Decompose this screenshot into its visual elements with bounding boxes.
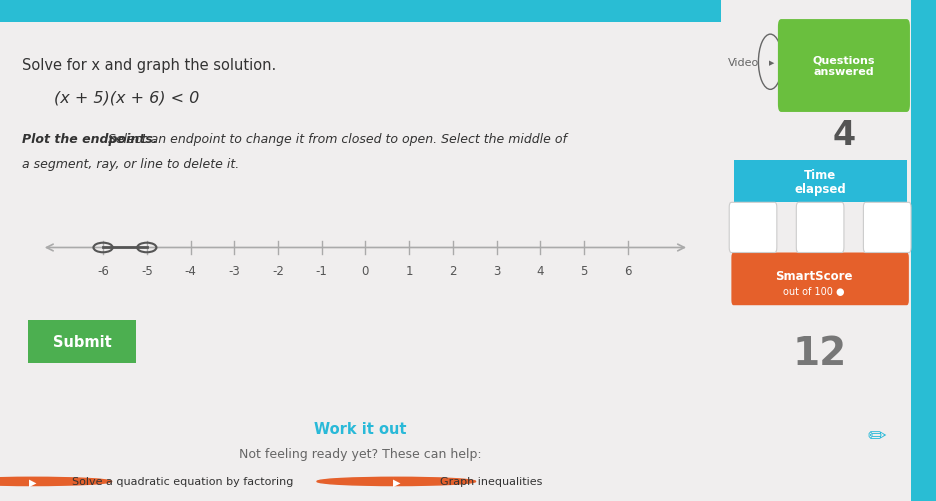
FancyBboxPatch shape bbox=[796, 203, 843, 253]
Text: Select an endpoint to change it from closed to open. Select the middle of: Select an endpoint to change it from clo… bbox=[105, 133, 567, 146]
Text: MIN: MIN bbox=[812, 249, 826, 259]
Text: 4: 4 bbox=[831, 119, 855, 152]
FancyBboxPatch shape bbox=[777, 20, 909, 113]
Text: Not feeling ready yet? These can help:: Not feeling ready yet? These can help: bbox=[239, 447, 481, 460]
Text: 1: 1 bbox=[405, 265, 413, 277]
Text: out of 100 ●: out of 100 ● bbox=[782, 287, 843, 297]
Text: -4: -4 bbox=[184, 265, 197, 277]
Text: -5: -5 bbox=[140, 265, 153, 277]
Text: 3: 3 bbox=[492, 265, 500, 277]
Text: 5: 5 bbox=[579, 265, 587, 277]
Text: ▶: ▶ bbox=[29, 476, 37, 486]
Text: Questions
answered: Questions answered bbox=[812, 55, 874, 77]
FancyBboxPatch shape bbox=[0, 0, 720, 23]
Text: Plot the endpoints.: Plot the endpoints. bbox=[22, 133, 157, 146]
Text: (x + 5)(x + 6) < 0: (x + 5)(x + 6) < 0 bbox=[54, 90, 199, 105]
Text: 6: 6 bbox=[623, 265, 631, 277]
FancyBboxPatch shape bbox=[22, 318, 142, 366]
Text: Time
elapsed: Time elapsed bbox=[794, 168, 845, 195]
Text: HR: HR bbox=[747, 249, 758, 259]
Circle shape bbox=[316, 477, 475, 485]
FancyBboxPatch shape bbox=[731, 253, 908, 306]
FancyBboxPatch shape bbox=[910, 0, 936, 501]
Text: -1: -1 bbox=[315, 265, 328, 277]
Text: a segment, ray, or line to delete it.: a segment, ray, or line to delete it. bbox=[22, 158, 239, 171]
Text: 4: 4 bbox=[536, 265, 544, 277]
Text: 02: 02 bbox=[810, 220, 829, 234]
Text: Solve for x and graph the solution.: Solve for x and graph the solution. bbox=[22, 58, 275, 73]
Text: Solve a quadratic equation by factoring: Solve a quadratic equation by factoring bbox=[72, 476, 293, 486]
Text: Graph inequalities: Graph inequalities bbox=[439, 476, 541, 486]
FancyBboxPatch shape bbox=[728, 203, 776, 253]
Text: -6: -6 bbox=[97, 265, 109, 277]
Text: SmartScore: SmartScore bbox=[774, 270, 852, 283]
Text: 15: 15 bbox=[876, 220, 896, 234]
Text: 0: 0 bbox=[361, 265, 369, 277]
Text: 00: 00 bbox=[742, 220, 762, 234]
Text: SEC: SEC bbox=[879, 249, 894, 259]
FancyBboxPatch shape bbox=[862, 203, 910, 253]
FancyBboxPatch shape bbox=[733, 160, 906, 203]
Text: Submit: Submit bbox=[52, 335, 111, 349]
Text: Work it out: Work it out bbox=[314, 421, 406, 436]
Text: ▶: ▶ bbox=[768, 60, 773, 66]
Text: 2: 2 bbox=[448, 265, 456, 277]
Text: Video: Video bbox=[727, 58, 759, 68]
Text: 12: 12 bbox=[792, 334, 846, 372]
Text: -2: -2 bbox=[271, 265, 284, 277]
Circle shape bbox=[0, 477, 111, 485]
Text: ▶: ▶ bbox=[392, 476, 400, 486]
Text: ✏: ✏ bbox=[866, 426, 885, 446]
Text: -3: -3 bbox=[228, 265, 240, 277]
